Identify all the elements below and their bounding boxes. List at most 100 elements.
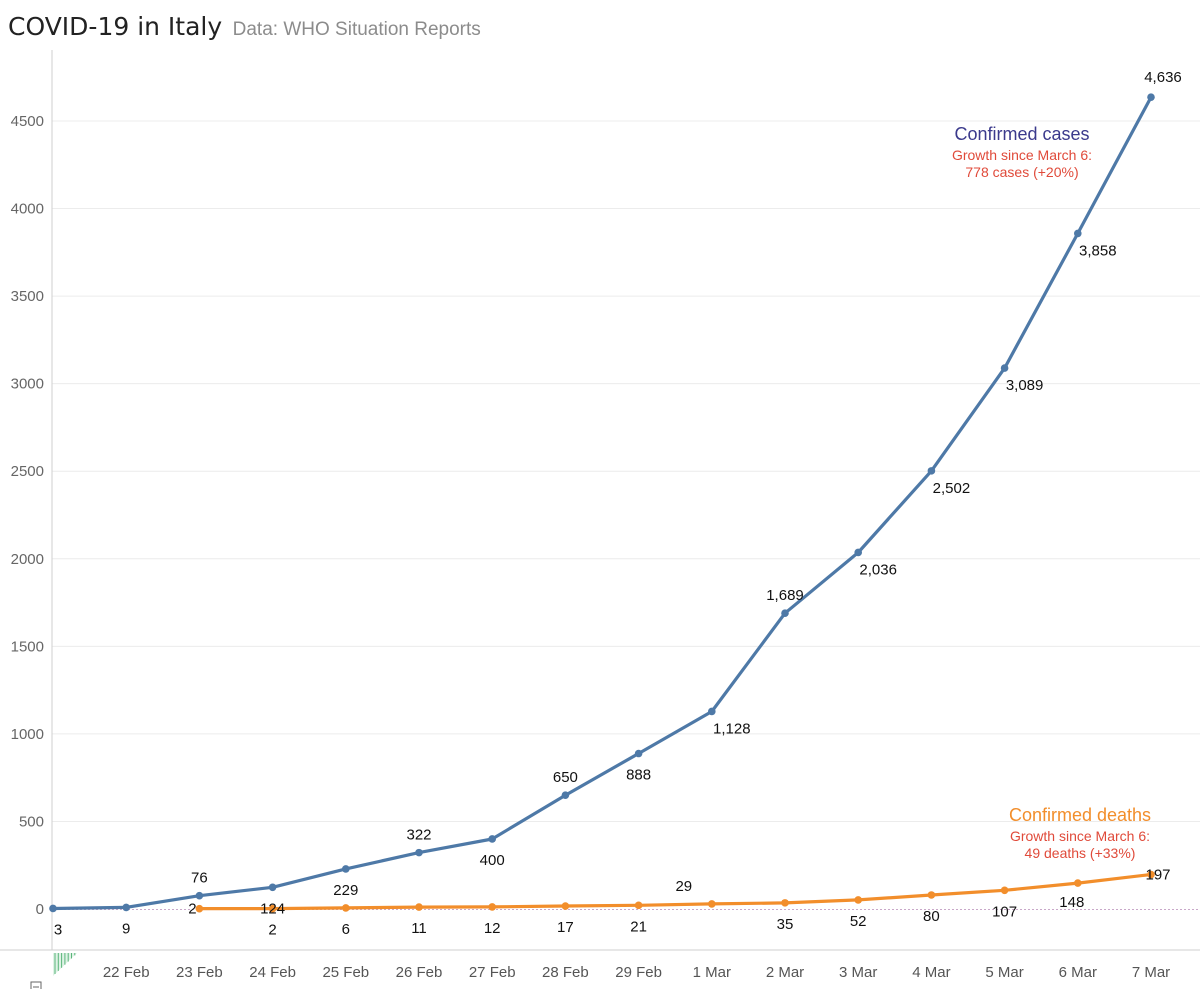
x-tick-label-7: 28 Feb [542, 964, 589, 981]
cases-point-25-feb[interactable] [342, 865, 350, 873]
deaths-label-25-feb: 6 [342, 921, 350, 938]
cases-point-24-feb[interactable] [268, 883, 277, 892]
cases-label-5-mar: 3,089 [1006, 377, 1044, 394]
cases-label-23-feb: 76 [191, 870, 208, 887]
axes: 0 500 1000 1500 2000 2500 3000 3500 4000 4500 22 F… [0, 50, 1200, 989]
cases-label-25-feb: 229 [333, 882, 358, 899]
deaths-label-4-mar: 80 [923, 908, 940, 925]
collapse-toggle-icon[interactable] [30, 981, 42, 989]
y-tick-label-3500: 3500 [11, 288, 44, 305]
cases-annotation-growth-line1: Growth since March 6: [952, 147, 1092, 163]
x-tick-label-3: 24 Feb [249, 964, 296, 981]
deaths-point-3-mar[interactable] [854, 896, 862, 904]
y-tick-label-1500: 1500 [11, 638, 44, 655]
cases-point-22-feb[interactable] [122, 903, 130, 912]
deaths-point-24-feb[interactable] [268, 904, 277, 913]
series-lines [49, 93, 1155, 913]
deaths-point-7-mar[interactable] [1147, 870, 1155, 879]
y-tick-label-4000: 4000 [11, 201, 44, 218]
cases-line [52, 96, 1153, 911]
y-tick-label-0: 0 [36, 901, 44, 918]
cases-annotation-title: Confirmed cases [954, 124, 1089, 144]
deaths-annotation-growth-line2: 49 deaths (+33%) [1025, 845, 1136, 861]
deaths-point-5-mar[interactable] [1000, 886, 1009, 895]
deaths-point-23-feb[interactable] [195, 904, 204, 913]
deaths-label-2-mar: 35 [777, 916, 794, 933]
x-tick-label-5: 26 Feb [396, 964, 443, 981]
deaths-label-28-feb: 17 [557, 919, 574, 936]
x-tick-label-2: 23 Feb [176, 964, 223, 981]
cases-label-6-mar: 3,858 [1079, 242, 1117, 259]
cases-point-6-mar[interactable] [1074, 229, 1082, 238]
x-tick-label-8: 29 Feb [615, 964, 662, 981]
cases-label-4-mar: 2,502 [933, 480, 971, 497]
deaths-point-1-mar[interactable] [708, 900, 716, 908]
deaths-label-3-mar: 52 [850, 913, 867, 930]
deaths-point-27-feb[interactable] [488, 903, 497, 911]
chart-title: COVID-19 in Italy [8, 12, 223, 41]
chart-header: COVID-19 in Italy Data: WHO Situation Re… [8, 12, 481, 41]
cases-label-7-mar: 4,636 [1144, 69, 1182, 86]
cases-point-5-mar[interactable] [1000, 364, 1009, 372]
y-tick-label-2500: 2500 [11, 463, 44, 480]
deaths-label-6-mar: 148 [1059, 894, 1084, 911]
deaths-annotation-growth-line1: Growth since March 6: [1010, 828, 1150, 844]
cases-annotation-growth-line2: 778 cases (+20%) [965, 164, 1078, 180]
deaths-line [199, 872, 1152, 911]
deaths-annotation-title: Confirmed deaths [1009, 805, 1151, 825]
deaths-annotation: Confirmed deaths Growth since March 6:49 … [1009, 805, 1151, 861]
x-tick-label-15: 7 Mar [1132, 964, 1170, 981]
cases-label-26-feb: 322 [406, 827, 431, 844]
x-tick-label-10: 2 Mar [766, 964, 804, 981]
deaths-point-28-feb[interactable] [561, 902, 570, 910]
x-tick-label-9: 1 Mar [693, 964, 731, 981]
deaths-point-29-feb[interactable] [634, 901, 643, 910]
cases-label-27-feb: 400 [480, 852, 505, 869]
cases-point-2-mar[interactable] [781, 609, 789, 618]
cases-label-28-feb: 650 [553, 769, 578, 786]
cases-annotation: Confirmed cases Growth since March 6:778 … [952, 124, 1092, 180]
x-tick-label-6: 27 Feb [469, 964, 516, 981]
x-tick-label-11: 3 Mar [839, 964, 877, 981]
cases-label-1-mar: 1,128 [713, 720, 751, 737]
cases-point-3-mar[interactable] [854, 548, 862, 557]
cases-point-7-mar[interactable] [1147, 93, 1155, 101]
cases-point-26-feb[interactable] [415, 848, 423, 857]
cases-label-2-mar: 1,689 [766, 587, 804, 604]
deaths-label-29-feb: 21 [630, 918, 647, 935]
cases-point-21-feb[interactable] [49, 904, 57, 913]
y-tick-label-3000: 3000 [11, 376, 44, 393]
deaths-label-5-mar: 107 [992, 903, 1017, 920]
deaths-point-4-mar[interactable] [927, 891, 936, 899]
cases-point-29-feb[interactable] [634, 749, 643, 758]
cases-point-4-mar[interactable] [927, 467, 936, 475]
y-tick-label-1000: 1000 [11, 726, 44, 743]
cases-label-3-mar: 2,036 [859, 561, 897, 578]
gridlines [52, 120, 1200, 910]
y-tick-label-500: 500 [19, 813, 44, 830]
cases-label-24-feb: 124 [260, 900, 285, 917]
deaths-label-27-feb: 12 [484, 920, 501, 937]
cases-point-27-feb[interactable] [488, 835, 497, 843]
deaths-label-24-feb: 2 [268, 922, 276, 939]
origin-marker [53, 953, 77, 976]
x-tick-label-14: 6 Mar [1059, 964, 1097, 981]
y-tick-label-4500: 4500 [11, 113, 44, 130]
cases-label-29-feb: 888 [626, 767, 651, 784]
deaths-point-26-feb[interactable] [415, 903, 423, 911]
cases-label-21-feb: 3 [54, 921, 62, 938]
chart-subtitle: Data: WHO Situation Reports [232, 19, 481, 40]
cases-label-22-feb: 9 [122, 920, 130, 937]
deaths-point-6-mar[interactable] [1074, 879, 1082, 887]
deaths-label-23-feb: 2 [188, 901, 196, 918]
cases-point-1-mar[interactable] [708, 707, 716, 716]
cases-point-28-feb[interactable] [561, 791, 570, 799]
deaths-point-2-mar[interactable] [781, 899, 789, 907]
x-tick-label-12: 4 Mar [912, 964, 950, 981]
cases-point-23-feb[interactable] [195, 891, 204, 900]
deaths-point-25-feb[interactable] [342, 904, 350, 912]
x-tick-label-4: 25 Feb [322, 964, 369, 981]
x-tick-label-1: 22 Feb [103, 964, 150, 981]
